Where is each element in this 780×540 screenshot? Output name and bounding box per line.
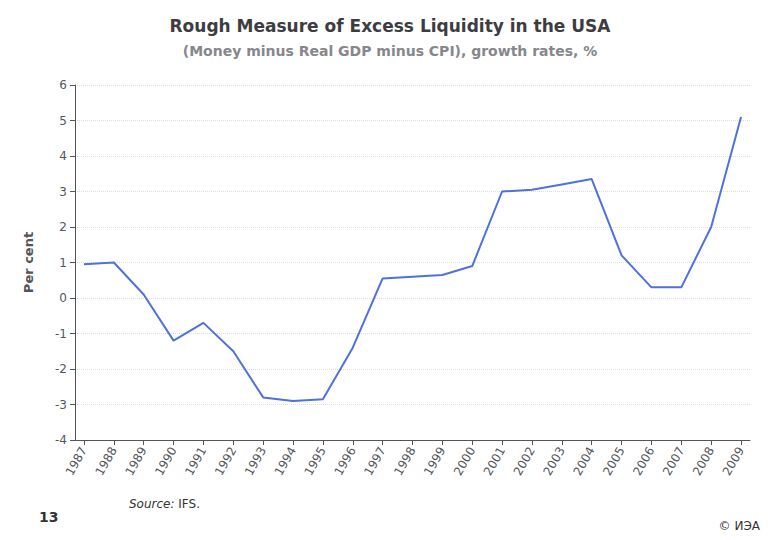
svg-text:-4: -4 <box>55 433 67 447</box>
svg-text:-3: -3 <box>55 398 67 412</box>
svg-text:2006: 2006 <box>630 444 657 477</box>
svg-text:2004: 2004 <box>570 444 597 477</box>
svg-text:2008: 2008 <box>690 444 717 477</box>
svg-text:2007: 2007 <box>660 444 687 477</box>
svg-text:1997: 1997 <box>361 444 388 477</box>
svg-text:Per cent: Per cent <box>21 232 36 293</box>
svg-text:© ИЭА: © ИЭА <box>719 519 761 533</box>
svg-text:2003: 2003 <box>541 444 568 477</box>
svg-text:2: 2 <box>59 220 67 234</box>
svg-text:1996: 1996 <box>331 444 358 477</box>
svg-text:6: 6 <box>59 78 67 92</box>
svg-text:1990: 1990 <box>152 444 179 477</box>
svg-text:1989: 1989 <box>122 444 149 477</box>
svg-text:1991: 1991 <box>182 444 209 477</box>
svg-text:IFS.: IFS. <box>178 497 200 511</box>
svg-text:1998: 1998 <box>391 444 418 477</box>
svg-text:2000: 2000 <box>451 444 478 477</box>
svg-text:1987: 1987 <box>63 444 90 477</box>
svg-text:1995: 1995 <box>302 444 329 477</box>
svg-text:4: 4 <box>59 149 67 163</box>
svg-text:0: 0 <box>59 291 67 305</box>
svg-text:2001: 2001 <box>481 444 508 477</box>
svg-text:1994: 1994 <box>272 444 299 477</box>
svg-text:-1: -1 <box>55 327 67 341</box>
svg-text:2009: 2009 <box>720 444 747 477</box>
svg-text:2005: 2005 <box>600 444 627 477</box>
svg-text:1992: 1992 <box>212 444 239 477</box>
svg-text:3: 3 <box>59 185 67 199</box>
svg-text:5: 5 <box>59 114 67 128</box>
svg-text:1: 1 <box>59 256 67 270</box>
svg-text:-2: -2 <box>55 362 67 376</box>
svg-text:Rough Measure of Excess Liquid: Rough Measure of Excess Liquidity in the… <box>170 16 612 36</box>
svg-text:1993: 1993 <box>242 444 269 477</box>
svg-text:13: 13 <box>39 509 58 525</box>
svg-text:Source:: Source: <box>129 497 175 511</box>
svg-text:2002: 2002 <box>511 444 538 477</box>
svg-text:(Money minus Real GDP minus CP: (Money minus Real GDP minus CPI), growth… <box>183 43 598 59</box>
svg-text:1999: 1999 <box>421 444 448 477</box>
svg-text:1988: 1988 <box>93 444 120 477</box>
